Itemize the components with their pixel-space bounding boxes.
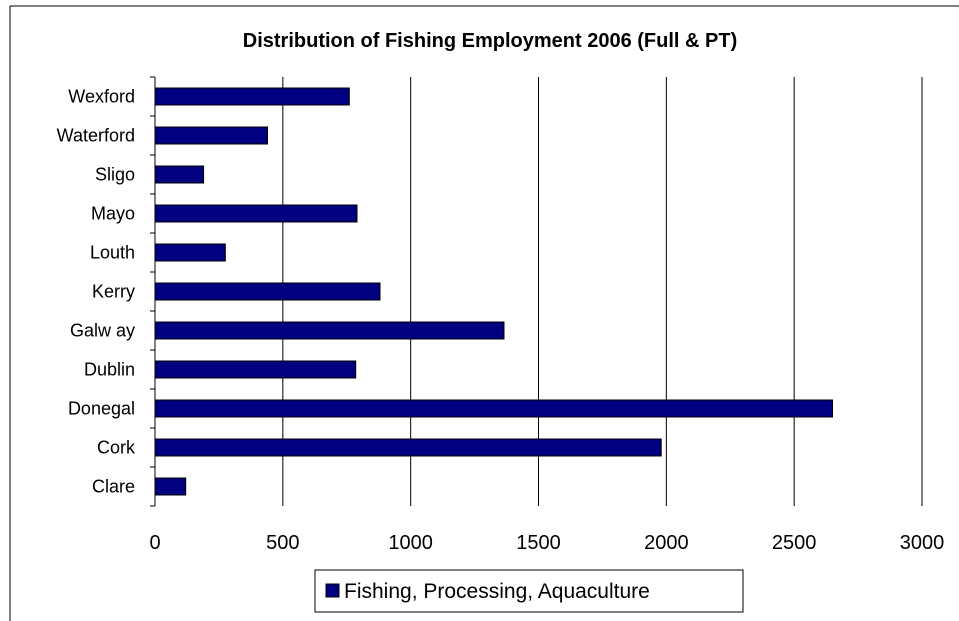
x-tick-label: 1000: [388, 532, 433, 554]
category-label: Donegal: [68, 399, 135, 419]
category-label: Louth: [90, 243, 135, 263]
category-label: Clare: [92, 477, 135, 497]
bar-wexford: [154, 87, 350, 106]
bar-louth: [154, 243, 226, 262]
x-tick-label: 2000: [644, 532, 689, 554]
bar-cork: [154, 438, 662, 457]
legend: Fishing, Processing, Aquaculture: [314, 569, 744, 613]
category-labels: Wexford Waterford Sligo Mayo Louth Kerry Galw …: [57, 87, 136, 497]
category-label: Galw ay: [70, 321, 135, 341]
bar-dublin: [154, 360, 357, 379]
x-tick-labels: 0 500 1000 1500 2000 2500 3000: [149, 532, 944, 554]
category-label: Wexford: [68, 87, 135, 107]
category-label: Kerry: [92, 282, 135, 302]
bar-donegal: [154, 399, 834, 418]
x-tick-label: 500: [266, 532, 299, 554]
bar-galway: [154, 321, 505, 340]
legend-swatch: [325, 583, 340, 598]
bar-sligo: [154, 165, 205, 184]
bar-waterford: [154, 126, 268, 145]
bars: [154, 87, 834, 496]
x-tick-label: 2500: [772, 532, 817, 554]
x-tick-label: 3000: [900, 532, 945, 554]
category-label: Waterford: [57, 126, 135, 146]
x-tick-label: 1500: [516, 532, 561, 554]
legend-box: [314, 569, 744, 613]
x-tick-label: 0: [149, 532, 160, 554]
bar-kerry: [154, 282, 381, 301]
category-label: Sligo: [95, 165, 135, 185]
bar-clare: [154, 477, 187, 496]
bar-mayo: [154, 204, 358, 223]
category-label: Cork: [97, 438, 136, 458]
chart-title: Distribution of Fishing Employment 2006 …: [243, 30, 737, 52]
category-label: Mayo: [91, 204, 135, 224]
legend-label: Fishing, Processing, Aquaculture: [344, 580, 650, 603]
axes: [150, 76, 156, 507]
category-label: Dublin: [84, 360, 135, 380]
